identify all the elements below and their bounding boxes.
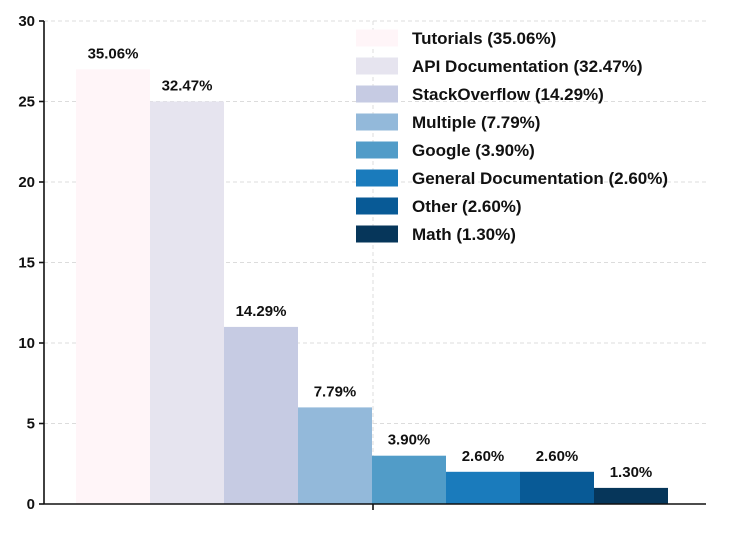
legend-label-stackoverflow: StackOverflow (14.29%) <box>412 85 604 104</box>
legend-swatch-general-documentation <box>356 169 398 187</box>
data-label-tutorials: 35.06% <box>88 45 139 62</box>
bar-general-documentation <box>446 471 520 504</box>
bar-multiple <box>298 407 372 504</box>
y-tick-label-10: 10 <box>18 335 35 352</box>
data-label-multiple: 7.79% <box>314 383 357 400</box>
data-label-google: 3.90% <box>388 432 431 449</box>
data-label-stackoverflow: 14.29% <box>236 303 287 320</box>
legend-label-other: Other (2.60%) <box>412 197 522 216</box>
legend-label-general-documentation: General Documentation (2.60%) <box>412 169 668 188</box>
legend-swatch-stackoverflow <box>356 85 398 103</box>
y-tick-label-15: 15 <box>18 255 35 272</box>
y-tick-label-5: 5 <box>27 416 35 433</box>
legend-swatch-math <box>356 225 398 243</box>
y-tick-label-30: 30 <box>18 13 35 30</box>
axis-layer: 0 5 10 15 20 25 30 <box>18 13 706 513</box>
bar-stackoverflow <box>224 326 298 504</box>
bar-tutorials <box>76 69 150 505</box>
legend-label-google: Google (3.90%) <box>412 141 535 160</box>
bar-google <box>372 455 446 504</box>
legend-label-tutorials: Tutorials (35.06%) <box>412 29 556 48</box>
bars-layer <box>76 69 668 505</box>
data-label-math: 1.30% <box>610 464 653 481</box>
legend-swatch-google <box>356 141 398 159</box>
data-label-api-documentation: 32.47% <box>162 78 213 95</box>
bar-math <box>594 487 668 504</box>
data-label-general-documentation: 2.60% <box>462 448 505 465</box>
legend-label-api-documentation: API Documentation (32.47%) <box>412 57 643 76</box>
legend-label-multiple: Multiple (7.79%) <box>412 113 540 132</box>
y-tick-label-20: 20 <box>18 174 35 191</box>
y-tick-label-0: 0 <box>27 496 35 513</box>
y-tick-label-25: 25 <box>18 94 35 111</box>
data-label-other: 2.60% <box>536 448 579 465</box>
legend-swatch-other <box>356 197 398 215</box>
legend: Tutorials (35.06%) API Documentation (32.… <box>356 29 668 244</box>
legend-swatch-multiple <box>356 113 398 131</box>
bar-other <box>520 471 594 504</box>
legend-label-math: Math (1.30%) <box>412 225 516 244</box>
legend-swatch-api-documentation <box>356 57 398 75</box>
bar-api-documentation <box>150 101 224 504</box>
legend-swatch-tutorials <box>356 29 398 47</box>
data-labels-layer: 35.06% 32.47% 14.29% 7.79% 3.90% 2.60% 2.60% 1.… <box>88 45 653 481</box>
